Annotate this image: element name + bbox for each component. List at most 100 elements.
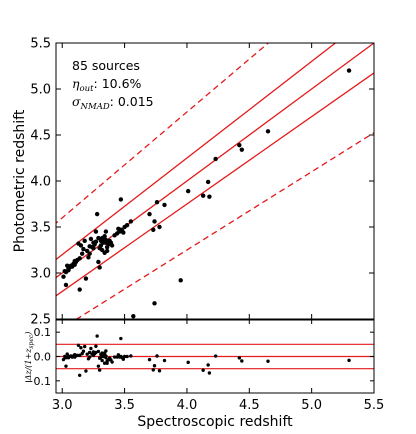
data-point bbox=[121, 230, 126, 235]
residual-point bbox=[186, 360, 190, 365]
data-point bbox=[128, 219, 134, 224]
sigma-value: : 0.015 bbox=[110, 94, 154, 109]
residual-point bbox=[84, 369, 88, 373]
residual-point bbox=[152, 364, 157, 368]
residual-point bbox=[151, 368, 155, 372]
upper-solid-line bbox=[56, 43, 337, 261]
x-tick-label: 4.0 bbox=[177, 398, 198, 413]
lower-solid-line bbox=[56, 72, 374, 297]
y-tick-label: 2.5 bbox=[30, 313, 51, 328]
y-axis-label: Photometric redshift bbox=[12, 109, 28, 252]
data-point bbox=[77, 287, 82, 292]
residual-point bbox=[76, 343, 81, 348]
data-point bbox=[103, 237, 109, 243]
data-point bbox=[346, 68, 352, 73]
lower-dashed-line bbox=[75, 131, 374, 319]
data-point bbox=[207, 194, 212, 199]
data-point bbox=[81, 246, 86, 252]
residual-point bbox=[96, 364, 101, 368]
residual-point bbox=[266, 359, 270, 363]
residual-point bbox=[87, 355, 92, 359]
data-point bbox=[83, 276, 89, 281]
residual-point bbox=[95, 334, 99, 338]
residual-point bbox=[73, 355, 77, 359]
residual-point bbox=[89, 346, 93, 351]
data-point bbox=[72, 262, 77, 267]
residual-point bbox=[104, 349, 108, 353]
residual-y-ticks: 0.1 0.0 −0.1 bbox=[24, 326, 374, 388]
x-tick-label: 5.0 bbox=[301, 398, 322, 413]
data-point bbox=[93, 239, 99, 244]
data-point bbox=[185, 188, 191, 194]
residual-point bbox=[104, 354, 108, 358]
residual-point bbox=[207, 371, 212, 375]
residual-ylabel-end: ) bbox=[24, 332, 33, 336]
data-point bbox=[124, 222, 130, 228]
data-point bbox=[91, 245, 96, 251]
main-y-ticks: 2.5 3.0 3.5 4.0 4.5 5.0 5.5 bbox=[30, 37, 375, 328]
residual-point bbox=[94, 344, 98, 348]
data-point bbox=[86, 255, 91, 260]
sigma-subscript: NMAD bbox=[80, 102, 110, 112]
residual-point bbox=[347, 358, 351, 363]
data-point bbox=[200, 193, 206, 198]
data-point bbox=[151, 227, 156, 232]
data-point bbox=[93, 229, 99, 234]
y-tick-label: 5.5 bbox=[30, 37, 51, 52]
residual-point bbox=[153, 410, 156, 413]
data-point bbox=[178, 278, 183, 283]
residual-point bbox=[100, 358, 104, 363]
residual-y-axis-label: Δz/(1+zspec) bbox=[24, 332, 35, 382]
data-point bbox=[152, 301, 157, 306]
residual-point bbox=[77, 353, 82, 358]
data-point bbox=[205, 179, 211, 185]
x-tick-label: 3.5 bbox=[114, 398, 135, 413]
residual-point bbox=[81, 349, 86, 353]
residual-point bbox=[87, 350, 92, 355]
residual-point bbox=[85, 352, 89, 356]
residual-y-tick-label: 0.0 bbox=[34, 351, 52, 364]
upper-dashed-line bbox=[56, 43, 270, 224]
residual-points bbox=[61, 334, 351, 413]
residual-point bbox=[77, 373, 82, 378]
eta-outlier-label: ηout: 10.6% bbox=[72, 76, 142, 94]
residual-point bbox=[147, 357, 152, 362]
residual-point bbox=[157, 369, 162, 373]
eta-symbol: η bbox=[72, 76, 80, 91]
data-point bbox=[265, 129, 271, 134]
y-tick-label: 4.0 bbox=[30, 175, 51, 190]
residual-point bbox=[97, 368, 102, 372]
data-point bbox=[118, 197, 124, 202]
sigma-symbol: σ bbox=[72, 94, 81, 109]
y-tick-label: 4.5 bbox=[30, 129, 51, 144]
residual-panel: 0.1 0.0 −0.1 3.0 3.5 4.0 4.5 5.0 5.5 bbox=[24, 319, 384, 413]
residual-point bbox=[102, 361, 107, 365]
eta-value: : 10.6% bbox=[94, 76, 142, 91]
residual-x-ticks: 3.0 3.5 4.0 4.5 5.0 5.5 bbox=[52, 320, 384, 413]
data-point bbox=[157, 224, 162, 230]
data-point bbox=[154, 199, 160, 205]
sources-count: 85 sources bbox=[72, 58, 140, 73]
residual-point bbox=[61, 357, 66, 362]
data-point bbox=[78, 243, 84, 248]
x-tick-label: 4.5 bbox=[239, 398, 260, 413]
data-point bbox=[63, 282, 69, 288]
data-point bbox=[162, 202, 167, 208]
y-tick-label: 3.0 bbox=[30, 267, 51, 282]
residual-point bbox=[213, 354, 218, 358]
residual-point bbox=[122, 354, 127, 359]
residual-ylabel-main: Δz/(1+z bbox=[24, 348, 33, 382]
residual-point bbox=[110, 360, 114, 364]
data-point bbox=[77, 256, 82, 261]
annotation: 85 sources ηout: 10.6% σNMAD: 0.015 bbox=[72, 58, 154, 112]
data-point bbox=[147, 211, 152, 217]
residual-point bbox=[237, 356, 242, 360]
data-point bbox=[82, 238, 87, 243]
residual-point bbox=[162, 358, 167, 363]
x-tick-label: 3.0 bbox=[52, 398, 73, 413]
data-point bbox=[97, 265, 102, 270]
data-point bbox=[94, 211, 100, 217]
residual-point bbox=[75, 353, 79, 358]
sigma-nmad-label: σNMAD: 0.015 bbox=[72, 94, 154, 112]
